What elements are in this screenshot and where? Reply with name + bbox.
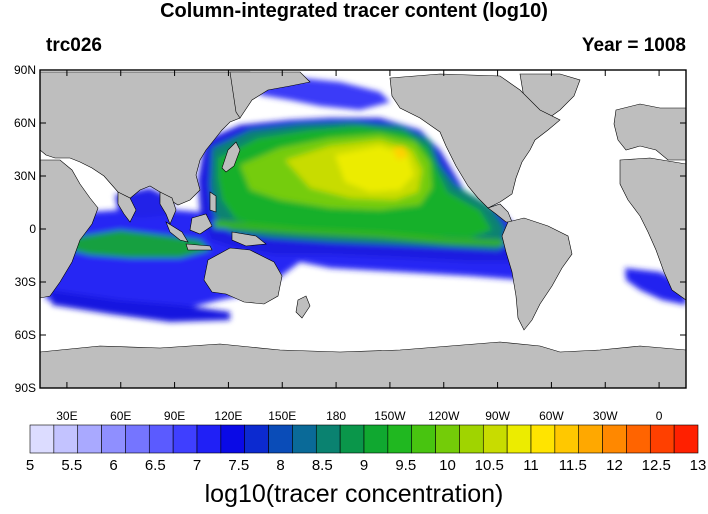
colorbar-swatch <box>292 424 317 454</box>
colorbar-tick-label: 7 <box>193 457 201 474</box>
land-philippines <box>209 191 217 213</box>
colorbar-swatch <box>578 424 603 454</box>
colorbar-swatch <box>649 424 675 454</box>
colorbar-tick-label: 7.5 <box>228 457 249 474</box>
colorbar-tick-label: 11 <box>523 457 539 474</box>
lon-tick-label: 150W <box>374 409 406 423</box>
land-new-zealand <box>295 295 311 319</box>
lon-tick-label: 30W <box>593 409 618 423</box>
lat-tick-label: 30S <box>15 275 36 289</box>
land-europe-west <box>613 103 686 161</box>
lat-tick-label: 30N <box>14 169 36 183</box>
region-pacific-yellow <box>335 146 414 192</box>
lat-tick-label: 90S <box>15 381 36 395</box>
land-borneo <box>189 213 213 235</box>
latitude-axis: 90N 60N 30N 0 30S 60S 90S <box>14 63 686 395</box>
land-se-asia <box>159 191 177 225</box>
map-plot <box>40 70 686 388</box>
lon-tick-label: 180 <box>326 409 346 423</box>
lon-tick-label: 60W <box>539 409 564 423</box>
lat-tick-label: 60S <box>15 328 36 342</box>
colorbar: 5 5.5 6 6.5 7 7.5 8 8.5 9 9.5 10 10.5 11 11.5 12 12.5 13 <box>26 424 707 474</box>
land-australia <box>203 247 283 305</box>
colorbar-tick-label: 12 <box>606 457 623 474</box>
region-south-atlantic <box>625 268 686 305</box>
land-africa-west <box>619 157 686 301</box>
lat-tick-label: 90N <box>14 63 36 77</box>
region-indian-ocean <box>70 230 210 258</box>
chart-title: Column-integrated tracer content (log10) <box>160 0 548 22</box>
land-north-america <box>389 73 561 209</box>
colorbar-swatch <box>220 424 246 454</box>
region-equatorial-band <box>214 220 505 246</box>
colorbar-swatch <box>29 424 55 454</box>
land-antarctica <box>40 341 686 388</box>
region-pacific-peak <box>392 146 408 160</box>
left-subtitle: trc026 <box>46 35 102 56</box>
longitude-axis: 30E 60E 90E 120E 150E 180 150W 120W 90W 60W 30W 0 <box>56 70 663 423</box>
land <box>40 71 686 388</box>
colorbar-swatch <box>339 424 365 454</box>
lon-tick-label: 120W <box>428 409 460 423</box>
colorbar-swatch <box>315 424 341 454</box>
land-sumatra <box>165 221 189 243</box>
colorbar-swatch <box>626 424 651 454</box>
colorbar-tick-label: 10 <box>439 457 456 474</box>
colorbar-swatch <box>125 424 150 454</box>
lat-tick-label: 0 <box>29 222 36 236</box>
lon-tick-label: 60E <box>110 409 131 423</box>
colorbar-swatch <box>244 424 269 454</box>
lon-tick-label: 120E <box>214 409 242 423</box>
land-siberia <box>229 71 311 119</box>
region-southern-fringe <box>46 208 522 312</box>
colorbar-swatch <box>268 424 293 454</box>
colorbar-swatch <box>506 424 532 454</box>
lon-tick-label: 150E <box>268 409 296 423</box>
lon-tick-label: 0 <box>656 409 663 423</box>
colorbar-swatch <box>101 424 126 454</box>
right-subtitle: Year = 1008 <box>581 35 686 56</box>
region-indian-south-band <box>50 290 230 322</box>
colorbar-swatch <box>148 424 174 454</box>
colorbar-tick-label: 8.5 <box>312 457 333 474</box>
colorbar-swatch <box>602 424 627 454</box>
lon-tick-label: 90W <box>485 409 510 423</box>
colorbar-swatch <box>459 424 484 454</box>
colorbar-swatch <box>77 424 102 454</box>
colorbar-swatch <box>411 424 436 454</box>
lon-tick-label: 30E <box>56 409 77 423</box>
lon-tick-label: 90E <box>164 409 185 423</box>
colorbar-swatch <box>196 424 222 454</box>
colorbar-tick-label: 10.5 <box>475 457 504 474</box>
land-java <box>185 243 213 251</box>
colorbar-tick-label: 11.5 <box>559 457 587 474</box>
colorbar-tick-label: 8 <box>276 457 284 474</box>
land-new-guinea <box>231 231 267 247</box>
colorbar-swatch <box>530 424 556 454</box>
colorbar-tick-label: 13 <box>690 457 707 474</box>
colorbar-tick-label: 9 <box>360 457 368 474</box>
colorbar-tick-label: 9.5 <box>395 457 416 474</box>
colorbar-swatch <box>554 424 580 454</box>
colorbar-tick-label: 6 <box>109 457 117 474</box>
colorbar-tick-label: 5 <box>26 457 34 474</box>
colorbar-tick-label: 6.5 <box>145 457 166 474</box>
lat-tick-label: 60N <box>14 116 36 130</box>
land-africa <box>40 159 99 299</box>
land-south-america <box>501 217 573 331</box>
land-india <box>117 191 137 223</box>
colorbar-swatch <box>673 424 699 454</box>
colorbar-swatch <box>363 424 389 454</box>
colorbar-swatch <box>482 424 508 454</box>
land-japan <box>221 141 241 173</box>
colorbar-swatch <box>172 424 198 454</box>
colorbar-swatch <box>53 424 79 454</box>
colorbar-title: log10(tracer concentration) <box>204 480 504 508</box>
colorbar-swatch <box>387 424 413 454</box>
colorbar-tick-label: 12.5 <box>642 457 671 474</box>
colorbar-tick-label: 5.5 <box>61 457 82 474</box>
colorbar-swatch <box>435 424 460 454</box>
